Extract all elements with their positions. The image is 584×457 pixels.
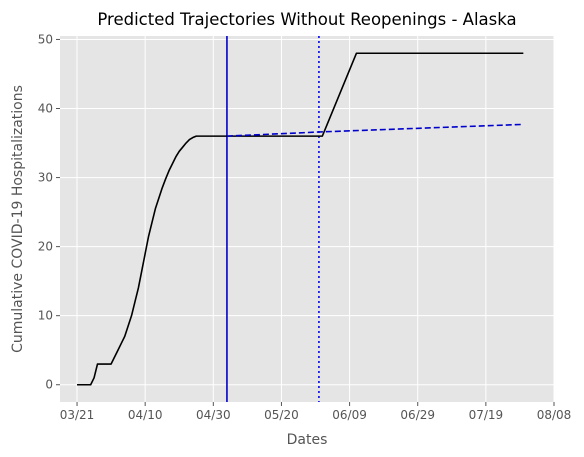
y-axis-ticks: 0 10 20 30 40 50 — [38, 32, 60, 392]
x-tick-label: 04/30 — [196, 408, 231, 422]
x-axis-ticks: 03/21 04/10 04/30 05/20 06/09 06/29 07/19 08/08 — [60, 402, 572, 422]
grid — [60, 36, 555, 402]
y-tick-label: 0 — [45, 378, 53, 392]
plot-area — [60, 36, 554, 402]
chart-title: Predicted Trajectories Without Reopening… — [97, 10, 516, 29]
y-axis-label: Cumulative COVID-19 Hospitalizations — [10, 85, 26, 353]
y-tick-label: 10 — [38, 309, 53, 323]
x-tick-label: 06/09 — [332, 408, 367, 422]
cumulative-hospitalizations-line — [77, 52, 524, 386]
series — [77, 52, 524, 386]
x-tick-label: 07/19 — [469, 408, 504, 422]
y-tick-label: 40 — [38, 102, 53, 116]
x-axis-label: Dates — [287, 432, 328, 448]
x-tick-label: 08/08 — [537, 408, 572, 422]
x-tick-label: 06/29 — [400, 408, 435, 422]
vertical-lines — [226, 36, 320, 402]
y-tick-label: 30 — [38, 171, 53, 185]
y-tick-label: 20 — [38, 240, 53, 254]
x-tick-label: 05/20 — [264, 408, 299, 422]
x-tick-label: 04/10 — [128, 408, 163, 422]
predicted-trajectory-line — [226, 123, 524, 137]
x-tick-label: 03/21 — [60, 408, 95, 422]
y-tick-label: 50 — [38, 32, 53, 46]
